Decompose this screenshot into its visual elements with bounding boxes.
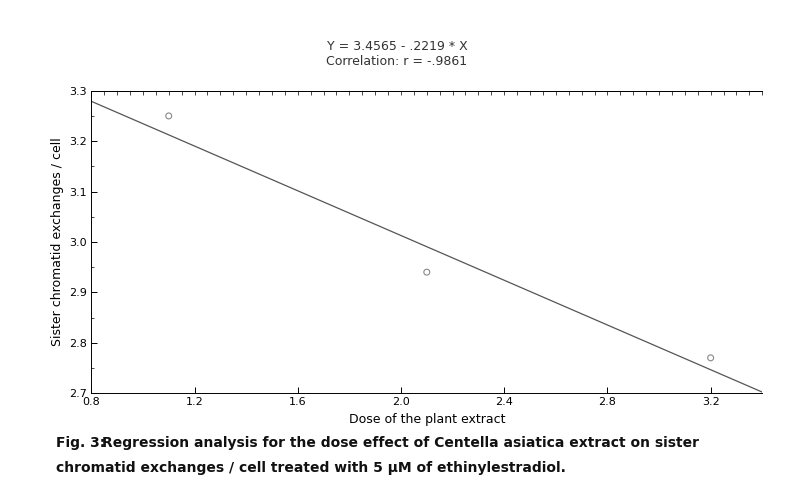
Text: Regression analysis for the dose effect of Centella asiatica extract on sister: Regression analysis for the dose effect … [102, 436, 699, 450]
Text: Y = 3.4565 - .2219 * X: Y = 3.4565 - .2219 * X [326, 40, 468, 53]
Y-axis label: Sister chromatid exchanges / cell: Sister chromatid exchanges / cell [51, 138, 64, 346]
Point [163, 112, 175, 120]
Text: Fig. 3:: Fig. 3: [56, 436, 110, 450]
Point [704, 354, 717, 362]
X-axis label: Dose of the plant extract: Dose of the plant extract [349, 413, 505, 426]
Text: chromatid exchanges / cell treated with 5 μM of ethinylestradiol.: chromatid exchanges / cell treated with … [56, 461, 565, 475]
Text: Correlation: r = -.9861: Correlation: r = -.9861 [326, 55, 468, 68]
Point [421, 268, 434, 276]
